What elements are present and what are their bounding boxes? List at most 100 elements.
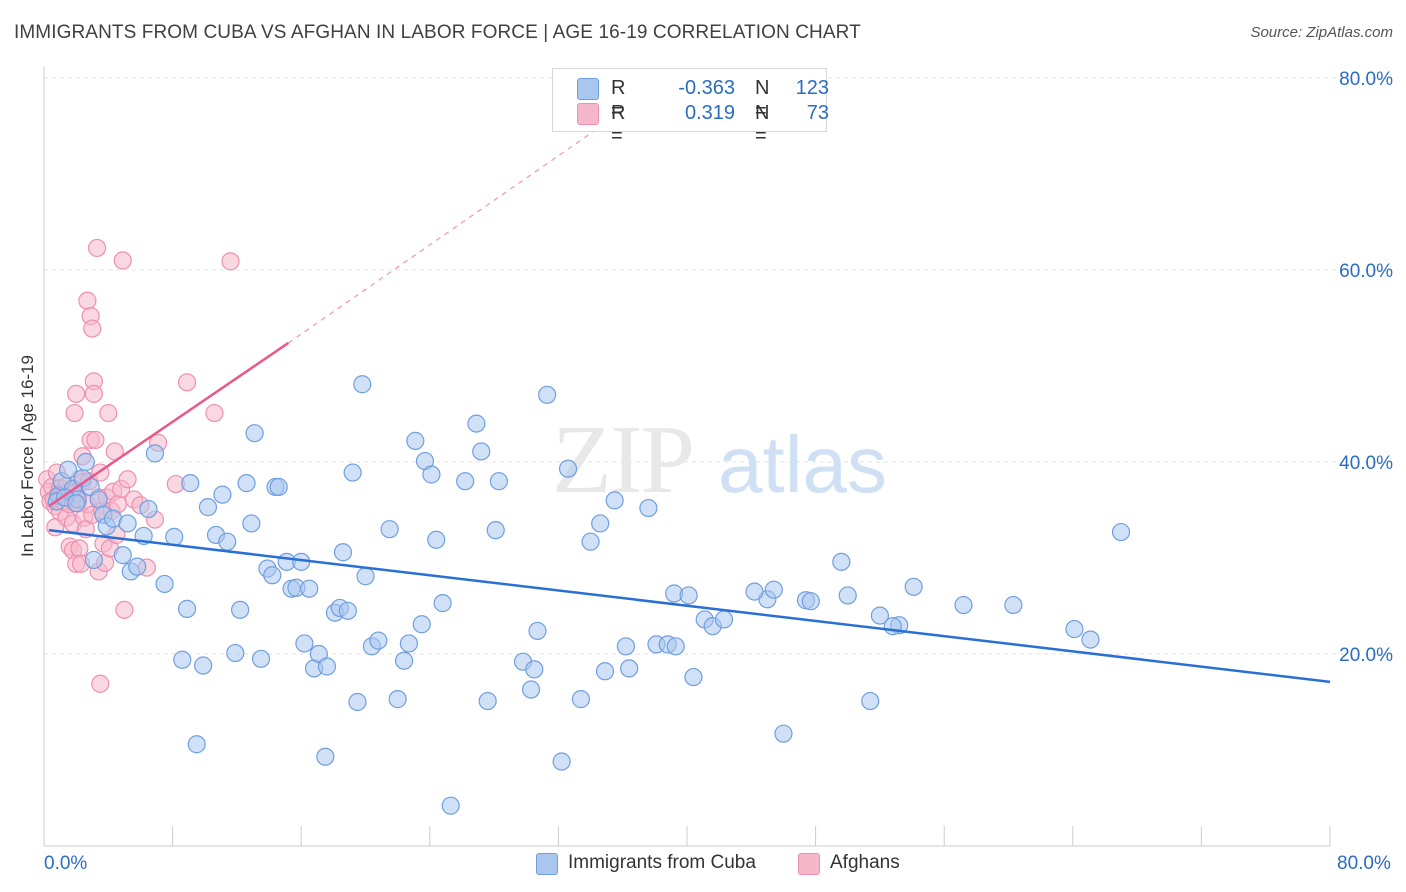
point-cuba: [295, 634, 314, 653]
point-cuba: [237, 474, 256, 493]
point-cuba: [591, 514, 610, 533]
point-cuba: [269, 477, 288, 497]
point-afghans: [84, 384, 103, 403]
point-cuba: [1081, 630, 1100, 649]
point-cuba: [714, 610, 734, 629]
series-cuba: [47, 375, 1131, 815]
point-cuba: [904, 577, 923, 596]
y-tick-label: 20.0%: [1339, 645, 1393, 666]
legend-n-value: 123: [795, 77, 829, 99]
point-cuba: [218, 532, 237, 551]
watermark-zip: ZIP: [552, 406, 693, 514]
legend-swatch-afghans: [577, 103, 599, 125]
point-afghans: [177, 373, 197, 392]
x-tick-label-min: 0.0%: [44, 853, 88, 874]
point-cuba: [263, 566, 282, 585]
point-afghans: [113, 251, 132, 270]
point-cuba: [441, 796, 460, 815]
point-cuba: [528, 621, 547, 641]
point-afghans: [83, 319, 102, 338]
point-afghans: [70, 539, 89, 558]
point-cuba: [89, 490, 108, 509]
legend-label-cuba: Immigrants from Cuba: [568, 852, 756, 873]
point-cuba: [679, 586, 698, 605]
point-cuba: [666, 637, 685, 656]
point-cuba: [84, 550, 103, 570]
trend-line-cuba: [48, 528, 1331, 684]
point-cuba: [456, 472, 475, 491]
point-cuba: [128, 557, 147, 576]
point-cuba: [558, 459, 578, 478]
legend-label-afghans: Afghans: [830, 852, 900, 873]
point-cuba: [745, 582, 764, 601]
point-afghans: [118, 470, 137, 489]
point-cuba: [213, 485, 232, 504]
point-cuba: [155, 574, 174, 594]
legend-n-label: N =: [755, 77, 770, 122]
point-cuba: [338, 601, 357, 620]
point-cuba: [472, 442, 491, 461]
point-cuba: [198, 498, 218, 517]
point-cuba: [245, 424, 264, 443]
point-cuba: [538, 385, 557, 404]
point-cuba: [348, 692, 367, 712]
point-cuba: [422, 465, 441, 484]
point-cuba: [870, 606, 890, 625]
point-cuba: [1004, 595, 1023, 615]
point-cuba: [552, 752, 571, 771]
point-cuba: [571, 690, 591, 709]
x-tick-label-max: 80.0%: [1337, 853, 1391, 874]
point-cuba: [774, 724, 793, 743]
point-afghans: [99, 403, 118, 423]
trend-extension-afghans: [287, 127, 599, 344]
y-tick-labels: 20.0% 40.0% 60.0% 80.0%: [1339, 69, 1393, 666]
point-cuba: [412, 615, 431, 634]
point-cuba: [177, 599, 197, 618]
point-cuba: [525, 660, 544, 679]
point-cuba: [139, 499, 158, 519]
point-cuba: [59, 460, 78, 479]
point-cuba: [764, 580, 783, 599]
point-cuba: [486, 521, 505, 540]
legend-r-label: R =: [611, 77, 626, 122]
point-cuba: [67, 494, 86, 513]
trend-line-afghans: [48, 341, 290, 508]
point-cuba: [394, 651, 414, 670]
legend-r-value: 0.319: [684, 102, 735, 124]
point-cuba: [954, 595, 973, 615]
point-cuba: [76, 452, 95, 472]
point-cuba: [489, 472, 509, 491]
point-cuba: [187, 735, 206, 754]
legend-n-label: N =: [755, 102, 770, 147]
point-cuba: [399, 634, 419, 653]
point-cuba: [165, 527, 184, 546]
point-cuba: [1111, 522, 1131, 542]
point-cuba: [181, 474, 200, 493]
watermark-atlas: atlas: [718, 420, 887, 509]
point-afghans: [65, 403, 84, 423]
point-cuba: [226, 643, 245, 663]
point-cuba: [581, 532, 600, 551]
point-cuba: [467, 414, 486, 433]
legend-swatch-afghans: [798, 853, 820, 875]
point-afghans: [91, 674, 110, 693]
point-cuba: [194, 656, 213, 675]
point-cuba: [883, 617, 902, 636]
point-cuba: [380, 520, 399, 539]
point-cuba: [316, 747, 335, 766]
point-cuba: [343, 463, 362, 482]
point-cuba: [684, 667, 703, 687]
point-cuba: [388, 690, 407, 709]
point-cuba: [838, 586, 857, 605]
y-tick-label: 80.0%: [1339, 69, 1393, 90]
legend-swatch-cuba: [536, 853, 558, 875]
point-afghans: [86, 430, 105, 450]
legend-swatch-cuba: [577, 78, 599, 100]
point-cuba: [832, 552, 851, 571]
point-afghans: [115, 600, 134, 619]
point-cuba: [406, 431, 425, 450]
point-cuba: [1065, 619, 1084, 639]
chart-title: IMMIGRANTS FROM CUBA VS AFGHAN IN LABOR …: [14, 22, 861, 43]
trend-lines: [48, 127, 1331, 684]
